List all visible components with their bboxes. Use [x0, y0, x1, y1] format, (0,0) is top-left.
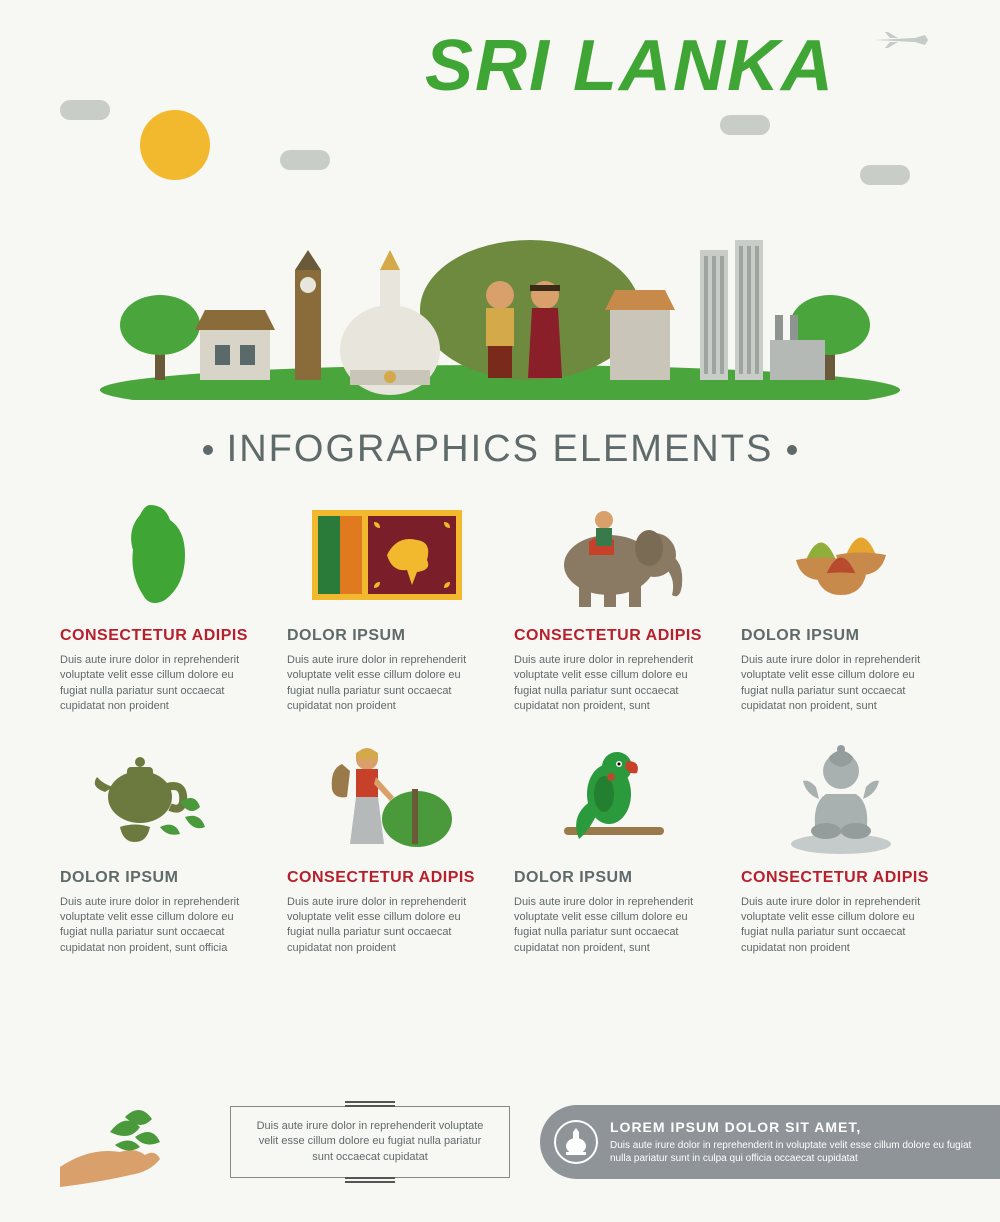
spices-icon — [741, 495, 940, 615]
quote-box: Duis aute irure dolor in reprehenderit v… — [230, 1106, 510, 1178]
card-title: CONSECTETUR ADIPIS — [60, 627, 259, 645]
card-body: Duis aute irure dolor in reprehenderit v… — [741, 653, 940, 715]
page-subtitle: INFOGRAPHICS ELEMENTS — [227, 428, 774, 471]
card-title: DOLOR IPSUM — [514, 869, 713, 887]
card-picker: CONSECTETUR ADIPIS Duis aute irure dolor… — [287, 737, 486, 957]
card-title: DOLOR IPSUM — [741, 627, 940, 645]
teapot-icon — [60, 737, 259, 857]
banner-title: LOREM IPSUM DOLOR SIT AMET, — [610, 1119, 980, 1135]
card-map: CONSECTETUR ADIPIS Duis aute irure dolor… — [60, 495, 259, 715]
cloud-icon — [60, 100, 110, 120]
card-title: CONSECTETUR ADIPIS — [514, 627, 713, 645]
card-body: Duis aute irure dolor in reprehenderit v… — [60, 895, 259, 957]
cloud-icon — [280, 150, 330, 170]
card-body: Duis aute irure dolor in reprehenderit v… — [287, 653, 486, 715]
card-title: DOLOR IPSUM — [60, 869, 259, 887]
bullet-dot-icon — [787, 445, 797, 455]
card-spices: DOLOR IPSUM Duis aute irure dolor in rep… — [741, 495, 940, 715]
card-elephant: CONSECTETUR ADIPIS Duis aute irure dolor… — [514, 495, 713, 715]
airplane-icon — [870, 30, 930, 50]
card-body: Duis aute irure dolor in reprehenderit v… — [287, 895, 486, 957]
elephant-icon — [514, 495, 713, 615]
card-title: CONSECTETUR ADIPIS — [741, 869, 940, 887]
card-buddha: CONSECTETUR ADIPIS Duis aute irure dolor… — [741, 737, 940, 957]
stupa-small-icon — [554, 1120, 598, 1164]
flag-icon — [287, 495, 486, 615]
cloud-icon — [720, 115, 770, 135]
buddha-icon — [741, 737, 940, 857]
footer: Duis aute irure dolor in reprehenderit v… — [0, 1092, 1000, 1192]
card-body: Duis aute irure dolor in reprehenderit v… — [514, 653, 713, 715]
sun-icon — [140, 110, 210, 180]
card-body: Duis aute irure dolor in reprehenderit v… — [60, 653, 259, 715]
hero-scene — [100, 200, 900, 400]
hand-leaves-icon — [60, 1097, 200, 1187]
card-title: DOLOR IPSUM — [287, 627, 486, 645]
card-parrot: DOLOR IPSUM Duis aute irure dolor in rep… — [514, 737, 713, 957]
parrot-icon — [514, 737, 713, 857]
card-tea: DOLOR IPSUM Duis aute irure dolor in rep… — [60, 737, 259, 957]
banner-body: Duis aute irure dolor in reprehenderit i… — [610, 1139, 980, 1165]
card-body: Duis aute irure dolor in reprehenderit v… — [741, 895, 940, 957]
cards-grid: CONSECTETUR ADIPIS Duis aute irure dolor… — [0, 495, 1000, 956]
card-body: Duis aute irure dolor in reprehenderit v… — [514, 895, 713, 957]
hero-header: SRI LANKA — [0, 0, 1000, 400]
map-icon — [60, 495, 259, 615]
tea-picker-icon — [287, 737, 486, 857]
bullet-dot-icon — [203, 445, 213, 455]
card-title: CONSECTETUR ADIPIS — [287, 869, 486, 887]
subtitle-row: INFOGRAPHICS ELEMENTS — [0, 428, 1000, 471]
footer-banner: LOREM IPSUM DOLOR SIT AMET, Duis aute ir… — [540, 1105, 1000, 1179]
cloud-icon — [860, 165, 910, 185]
card-flag: DOLOR IPSUM Duis aute irure dolor in rep… — [287, 495, 486, 715]
